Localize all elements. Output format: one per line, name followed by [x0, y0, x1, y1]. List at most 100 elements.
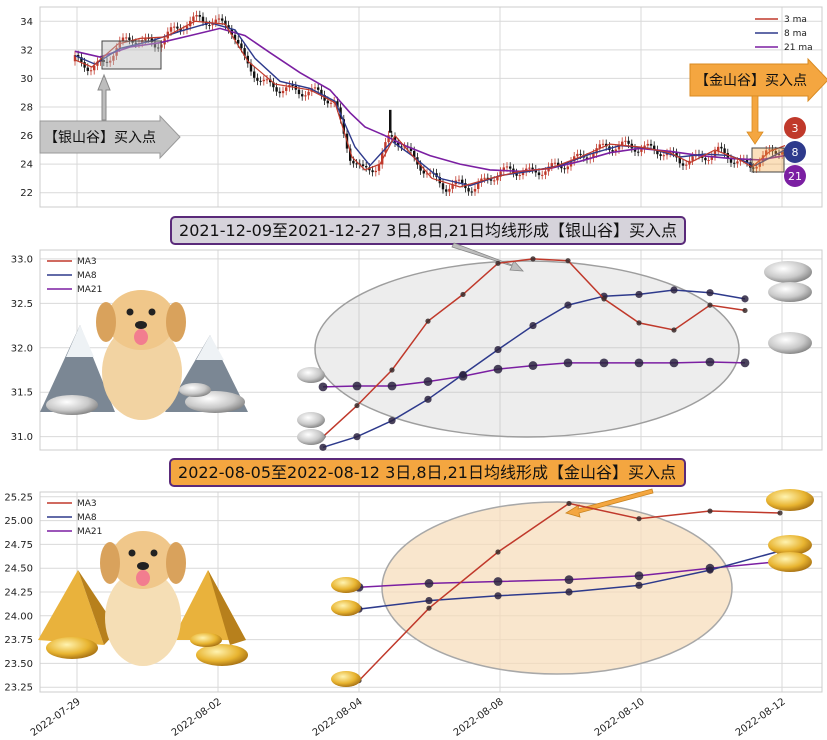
candle-body — [553, 162, 557, 164]
candle-body — [93, 65, 96, 71]
middle-y-ticks: 31.0 31.5 32.0 32.5 33.0 — [11, 254, 33, 443]
candle-body — [765, 150, 768, 156]
candle-body — [243, 48, 246, 56]
candle-body — [649, 143, 653, 146]
bot-ma8-point — [635, 581, 643, 589]
mid-ytick-label: 33.0 — [11, 254, 33, 265]
candle-body — [752, 167, 755, 169]
candle-body — [389, 109, 392, 133]
candle-body — [307, 91, 310, 96]
candle-body — [758, 161, 761, 167]
middle-legend: MA3 MA8 MA21 — [47, 257, 102, 295]
gold-ingot-small — [190, 633, 222, 647]
candle-body — [777, 153, 781, 155]
mid-ma3-point — [389, 367, 395, 373]
candle-body — [761, 155, 765, 162]
candle-body — [611, 150, 614, 152]
candle-body — [121, 37, 125, 41]
candle-body — [118, 40, 121, 48]
candle-body — [621, 141, 624, 146]
silver-ingot-ma3-start — [297, 429, 325, 445]
candle-body — [457, 179, 461, 181]
gold-dog-head — [111, 531, 175, 589]
x-tick-label: 2022-08-08 — [452, 696, 506, 738]
silver-callout-label: 【银山谷】买入点 — [44, 130, 156, 146]
candle-body — [201, 16, 205, 22]
candle-body — [461, 179, 464, 184]
candle-body — [544, 171, 547, 175]
gold-dog-nose — [137, 562, 149, 570]
candle-body — [224, 20, 227, 26]
gold-ingot-end-mid — [768, 535, 812, 555]
silver-pointer-arrow — [451, 242, 524, 272]
top-legend: 3 ma 8 ma 21 ma — [755, 15, 813, 53]
gold-ingot-right — [196, 644, 248, 666]
candle-body — [185, 26, 189, 30]
candle-body — [281, 90, 285, 94]
candle-body — [361, 164, 365, 167]
mid-ma21-point — [669, 358, 679, 368]
candle-body — [736, 161, 739, 164]
candle-body — [400, 146, 403, 148]
candle-body — [390, 135, 393, 137]
candle-body — [256, 77, 259, 81]
candle-body — [96, 61, 99, 66]
candle-body — [262, 79, 265, 82]
candle-body — [681, 163, 685, 166]
mid-ma3-point — [354, 402, 360, 409]
legend-3ma-label: 3 ma — [784, 15, 807, 25]
candle-body — [729, 158, 733, 163]
candle-body — [675, 152, 678, 158]
candle-body — [352, 160, 355, 164]
silver-ingot-small — [179, 383, 211, 397]
top-ytick-label: 32 — [20, 45, 33, 56]
candle-body — [105, 61, 109, 63]
candle-body — [448, 188, 451, 192]
top-ytick-label: 28 — [20, 103, 33, 114]
gold-highlight-ellipse — [381, 501, 733, 675]
candle-body — [227, 25, 230, 30]
candle-body — [397, 142, 400, 147]
x-tick-label: 2022-08-04 — [311, 696, 365, 738]
bottom-panel: 23.25 23.50 23.75 24.00 24.25 24.50 24.75 25.00… — [4, 488, 823, 694]
gold-pyramid-left — [38, 570, 104, 645]
candle-body — [509, 166, 512, 169]
bot-ma21-point — [493, 577, 503, 586]
candle-body — [329, 102, 333, 104]
candle-body — [723, 148, 726, 154]
candle-body — [624, 140, 627, 142]
candle-body — [259, 80, 262, 82]
badge-3-label: 3 — [792, 122, 799, 135]
mid-legend-ma3-label: MA3 — [77, 257, 97, 267]
candle-body — [707, 159, 710, 161]
mid-ma21-point — [352, 381, 362, 391]
gold-ingot-ma21-start — [331, 577, 361, 593]
top-y-ticks: 22 24 26 28 30 32 34 — [20, 17, 33, 199]
top-ytick-label: 26 — [20, 131, 33, 142]
candle-body — [560, 165, 563, 169]
gold-dog-ear-left — [100, 542, 120, 584]
legend-8ma-label: 8 ma — [784, 29, 807, 39]
silver-valley-box — [101, 40, 162, 70]
candle-body — [656, 149, 659, 155]
candle-body — [425, 173, 429, 175]
dog-tongue — [134, 329, 148, 345]
bot-ma21-point — [634, 571, 644, 581]
candle-body — [470, 191, 473, 193]
candle-body — [528, 167, 531, 169]
mid-ytick-label: 31.5 — [11, 388, 33, 399]
candle-body — [496, 176, 499, 181]
candle-body — [637, 151, 640, 153]
candle-body — [217, 18, 221, 20]
mid-ma3-point — [707, 302, 713, 308]
candle-body — [781, 151, 784, 155]
x-tick-label: 2022-08-10 — [593, 696, 647, 738]
silver-ingot-left — [46, 395, 98, 415]
mid-legend-ma8-label: MA8 — [77, 271, 97, 281]
mid-ma21-point — [423, 377, 433, 386]
mid-ma3-point — [742, 307, 748, 314]
top-ma3-line — [74, 20, 786, 188]
mid-ma21-point — [563, 358, 573, 368]
bot-ma21-point — [424, 579, 434, 588]
mid-ma21-point — [387, 381, 397, 391]
